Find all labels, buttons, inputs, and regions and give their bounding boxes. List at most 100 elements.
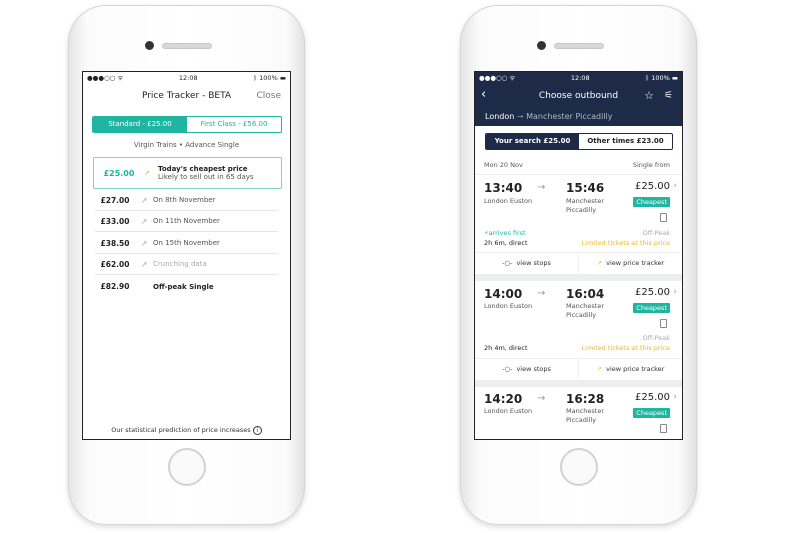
row-price: £33.00 [100, 216, 130, 226]
camera [537, 41, 546, 50]
destination: Manchester [566, 407, 605, 415]
journey-card[interactable]: 14:20 → 16:28 £25.00 › London Euston Man… [475, 387, 682, 439]
row-label: On 11th November [153, 217, 220, 225]
origin: London Euston [484, 302, 533, 310]
tab-first-class[interactable]: First Class - £56.00 [200, 120, 268, 128]
bluetooth-icon: ᛒ [645, 73, 652, 82]
row-price: £38.50 [100, 238, 130, 248]
arrival-time: 16:04 [566, 287, 605, 301]
camera [145, 41, 154, 50]
class-tabs: Standard - £25.00 First Class - £56.00 [92, 116, 282, 133]
stops-icon: -○- [502, 365, 513, 373]
fare-type: Off-Peak [642, 229, 670, 237]
chevron-right-icon: › [673, 181, 677, 191]
star-icon[interactable]: ☆ [644, 89, 654, 102]
view-price-tracker-button[interactable]: ↗ view price tracker [578, 253, 682, 273]
view-stops-button[interactable]: -○- view stops [502, 259, 551, 267]
cheapest-sub: Likely to sell out in 65 days [158, 173, 254, 181]
signal-icon: ●●●○○ ᯤ [87, 74, 124, 82]
tab-other-times[interactable]: Other times £23.00 [587, 137, 664, 145]
view-price-tracker-button[interactable]: ↗ view price tracker [578, 359, 682, 379]
duration: 2h 6m, direct [484, 239, 528, 247]
back-icon[interactable]: ‹ [481, 87, 487, 102]
arrow-icon: → [537, 182, 546, 193]
trend-icon: ↗ [140, 195, 148, 205]
cheapest-badge: Cheapest [633, 408, 670, 418]
footer-note: Our statistical prediction of price incr… [83, 426, 290, 435]
departure-time: 14:00 [484, 287, 523, 301]
journey-card[interactable]: 13:40 → 15:46 £25.00 › London Euston Man… [475, 174, 682, 276]
price-row: £27.00 ↗ On 8th November [95, 190, 278, 211]
battery-level: 100% [259, 73, 278, 82]
destination-line2: Piccadilly [566, 206, 597, 214]
cheapest-price-card[interactable]: £25.00 ↗ Today's cheapest price Likely to… [93, 157, 282, 189]
status-bar: ●●●○○ ᯤ 12:08 ᛒ 100% ▬ [83, 72, 290, 83]
trend-icon: ↗ [140, 238, 148, 248]
destination: Manchester [566, 302, 605, 310]
signal-icon: ●●●○○ ᯤ [479, 74, 516, 82]
clock: 12:08 [178, 73, 198, 82]
departure-time: 14:20 [484, 392, 523, 406]
close-button[interactable]: Close [256, 91, 281, 101]
cheapest-price: £25.00 [103, 168, 135, 178]
price: £25.00 [635, 392, 670, 403]
route: London → Manchester Piccadilly [485, 112, 613, 121]
fare-subtitle: Virgin Trains • Advance Single [133, 141, 240, 149]
tab-standard[interactable]: Standard - £25.00 [93, 117, 187, 132]
row-label: Crunching data [153, 260, 207, 268]
mobile-ticket-icon [660, 319, 667, 328]
arrow-icon: → [537, 288, 546, 299]
battery-icon: ▬ [279, 73, 286, 82]
stops-icon: -○- [502, 259, 513, 267]
trend-icon: ↗ [596, 365, 603, 373]
price: £25.00 [635, 287, 670, 298]
departure-time: 13:40 [484, 181, 523, 195]
phone-left: ●●●○○ ᯤ 12:08 ᛒ 100% ▬ Price Tracker - BET… [68, 5, 305, 525]
destination-line2: Piccadilly [566, 416, 597, 424]
home-button[interactable] [168, 448, 206, 486]
route-to: Manchester Piccadilly [526, 112, 613, 121]
cheapest-title: Today's cheapest price [158, 165, 248, 173]
duration: 2h 4m, direct [484, 344, 528, 352]
mobile-ticket-icon [660, 424, 667, 433]
info-icon[interactable]: i [252, 426, 262, 435]
filter-icon[interactable]: ⚟ [664, 90, 673, 101]
fare-type: Off-Peak [642, 334, 670, 342]
single-from-label: Single from [632, 161, 670, 169]
price-row: £82.90 Off-peak Single [95, 276, 278, 297]
phone-right: ●●●○○ ᯤ 12:08 ᛒ 100% ▬ ‹ Choose outbound ☆… [460, 5, 697, 525]
limited-notice: Limited tickets at this price [581, 344, 670, 352]
price-row: £62.00 ↗ Crunching data [95, 254, 278, 275]
tab-your-search[interactable]: Your search £25.00 [486, 134, 579, 149]
cheapest-badge: Cheapest [633, 303, 670, 313]
status-bar: ●●●○○ ᯤ 12:08 ᛒ 100% ▬ [479, 73, 678, 83]
search-tabs: Your search £25.00 Other times £23.00 [485, 133, 673, 150]
row-label: On 8th November [153, 196, 216, 204]
journey-card[interactable]: 14:00 → 16:04 £25.00 › London Euston Man… [475, 281, 682, 381]
speaker [162, 43, 212, 49]
speaker [554, 43, 604, 49]
date-label: Mon 20 Nov [484, 161, 523, 169]
row-price: £27.00 [100, 195, 130, 205]
limited-notice: Limited tickets at this price [581, 239, 670, 247]
price: £25.00 [635, 181, 670, 192]
arrival-time: 16:28 [566, 392, 605, 406]
header [475, 72, 682, 126]
trend-icon: ↗ [140, 259, 148, 269]
mobile-ticket-icon [660, 213, 667, 222]
chevron-right-icon: › [673, 287, 677, 297]
chevron-right-icon: › [673, 392, 677, 402]
page-title: Price Tracker - BETA [141, 91, 232, 101]
bluetooth-icon: ᛒ [253, 73, 260, 82]
trend-icon: ↗ [596, 259, 603, 267]
destination-line2: Piccadilly [566, 311, 597, 319]
home-button[interactable] [560, 448, 598, 486]
view-stops-button[interactable]: -○- view stops [502, 365, 551, 373]
trend-icon: ↗ [144, 169, 150, 177]
battery-level: 100% [651, 73, 670, 82]
arrival-time: 15:46 [566, 181, 605, 195]
row-label: On 15th November [153, 239, 220, 247]
route-from: London [485, 112, 515, 121]
row-price: £62.00 [100, 259, 130, 269]
page-title: Choose outbound [538, 91, 619, 101]
